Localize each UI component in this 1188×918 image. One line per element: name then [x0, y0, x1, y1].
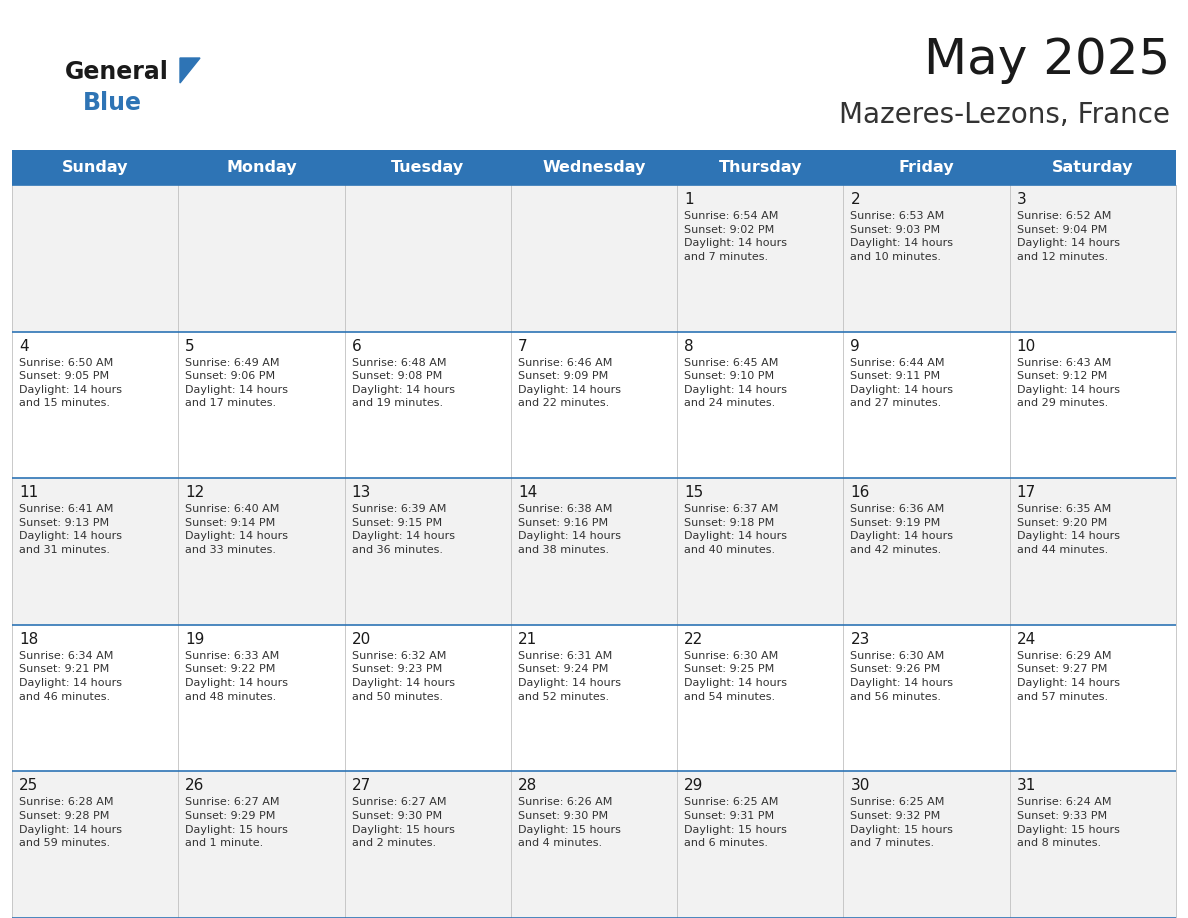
- Text: 23: 23: [851, 632, 870, 647]
- Text: 15: 15: [684, 486, 703, 500]
- Text: 10: 10: [1017, 339, 1036, 353]
- Text: 2: 2: [851, 192, 860, 207]
- Text: 3: 3: [1017, 192, 1026, 207]
- Text: 29: 29: [684, 778, 703, 793]
- Text: Sunrise: 6:45 AM
Sunset: 9:10 PM
Daylight: 14 hours
and 24 minutes.: Sunrise: 6:45 AM Sunset: 9:10 PM Dayligh…: [684, 358, 788, 409]
- Text: 20: 20: [352, 632, 371, 647]
- Text: Sunrise: 6:37 AM
Sunset: 9:18 PM
Daylight: 14 hours
and 40 minutes.: Sunrise: 6:37 AM Sunset: 9:18 PM Dayligh…: [684, 504, 788, 555]
- Text: 7: 7: [518, 339, 527, 353]
- Text: 1: 1: [684, 192, 694, 207]
- Text: Sunrise: 6:50 AM
Sunset: 9:05 PM
Daylight: 14 hours
and 15 minutes.: Sunrise: 6:50 AM Sunset: 9:05 PM Dayligh…: [19, 358, 122, 409]
- Text: May 2025: May 2025: [924, 36, 1170, 84]
- Text: Saturday: Saturday: [1053, 160, 1133, 175]
- Text: 11: 11: [19, 486, 38, 500]
- Text: 16: 16: [851, 486, 870, 500]
- Text: Sunrise: 6:41 AM
Sunset: 9:13 PM
Daylight: 14 hours
and 31 minutes.: Sunrise: 6:41 AM Sunset: 9:13 PM Dayligh…: [19, 504, 122, 555]
- Text: Sunrise: 6:32 AM
Sunset: 9:23 PM
Daylight: 14 hours
and 50 minutes.: Sunrise: 6:32 AM Sunset: 9:23 PM Dayligh…: [352, 651, 455, 701]
- Text: Sunrise: 6:39 AM
Sunset: 9:15 PM
Daylight: 14 hours
and 36 minutes.: Sunrise: 6:39 AM Sunset: 9:15 PM Dayligh…: [352, 504, 455, 555]
- Text: Blue: Blue: [83, 91, 143, 115]
- Bar: [12, 478, 1176, 625]
- Text: Sunrise: 6:27 AM
Sunset: 9:30 PM
Daylight: 15 hours
and 2 minutes.: Sunrise: 6:27 AM Sunset: 9:30 PM Dayligh…: [352, 798, 455, 848]
- Text: Sunday: Sunday: [62, 160, 128, 175]
- Text: Sunrise: 6:46 AM
Sunset: 9:09 PM
Daylight: 14 hours
and 22 minutes.: Sunrise: 6:46 AM Sunset: 9:09 PM Dayligh…: [518, 358, 621, 409]
- Text: Sunrise: 6:26 AM
Sunset: 9:30 PM
Daylight: 15 hours
and 4 minutes.: Sunrise: 6:26 AM Sunset: 9:30 PM Dayligh…: [518, 798, 621, 848]
- Text: Sunrise: 6:24 AM
Sunset: 9:33 PM
Daylight: 15 hours
and 8 minutes.: Sunrise: 6:24 AM Sunset: 9:33 PM Dayligh…: [1017, 798, 1119, 848]
- Text: Sunrise: 6:29 AM
Sunset: 9:27 PM
Daylight: 14 hours
and 57 minutes.: Sunrise: 6:29 AM Sunset: 9:27 PM Dayligh…: [1017, 651, 1120, 701]
- Text: Sunrise: 6:52 AM
Sunset: 9:04 PM
Daylight: 14 hours
and 12 minutes.: Sunrise: 6:52 AM Sunset: 9:04 PM Dayligh…: [1017, 211, 1120, 262]
- Text: 27: 27: [352, 778, 371, 793]
- Bar: [12, 331, 1176, 478]
- Text: Tuesday: Tuesday: [391, 160, 465, 175]
- Text: Sunrise: 6:30 AM
Sunset: 9:26 PM
Daylight: 14 hours
and 56 minutes.: Sunrise: 6:30 AM Sunset: 9:26 PM Dayligh…: [851, 651, 954, 701]
- Text: Sunrise: 6:35 AM
Sunset: 9:20 PM
Daylight: 14 hours
and 44 minutes.: Sunrise: 6:35 AM Sunset: 9:20 PM Dayligh…: [1017, 504, 1120, 555]
- Text: Sunrise: 6:25 AM
Sunset: 9:32 PM
Daylight: 15 hours
and 7 minutes.: Sunrise: 6:25 AM Sunset: 9:32 PM Dayligh…: [851, 798, 953, 848]
- Text: Sunrise: 6:27 AM
Sunset: 9:29 PM
Daylight: 15 hours
and 1 minute.: Sunrise: 6:27 AM Sunset: 9:29 PM Dayligh…: [185, 798, 289, 848]
- Text: Wednesday: Wednesday: [542, 160, 646, 175]
- Bar: [12, 625, 1176, 771]
- Text: 17: 17: [1017, 486, 1036, 500]
- Text: 19: 19: [185, 632, 204, 647]
- Bar: [12, 185, 1176, 331]
- Text: 13: 13: [352, 486, 371, 500]
- Text: Sunrise: 6:34 AM
Sunset: 9:21 PM
Daylight: 14 hours
and 46 minutes.: Sunrise: 6:34 AM Sunset: 9:21 PM Dayligh…: [19, 651, 122, 701]
- Text: 4: 4: [19, 339, 29, 353]
- Text: Sunrise: 6:28 AM
Sunset: 9:28 PM
Daylight: 14 hours
and 59 minutes.: Sunrise: 6:28 AM Sunset: 9:28 PM Dayligh…: [19, 798, 122, 848]
- Text: Sunrise: 6:36 AM
Sunset: 9:19 PM
Daylight: 14 hours
and 42 minutes.: Sunrise: 6:36 AM Sunset: 9:19 PM Dayligh…: [851, 504, 954, 555]
- Text: Sunrise: 6:48 AM
Sunset: 9:08 PM
Daylight: 14 hours
and 19 minutes.: Sunrise: 6:48 AM Sunset: 9:08 PM Dayligh…: [352, 358, 455, 409]
- Text: Sunrise: 6:49 AM
Sunset: 9:06 PM
Daylight: 14 hours
and 17 minutes.: Sunrise: 6:49 AM Sunset: 9:06 PM Dayligh…: [185, 358, 289, 409]
- Text: 6: 6: [352, 339, 361, 353]
- Text: 9: 9: [851, 339, 860, 353]
- Text: 21: 21: [518, 632, 537, 647]
- Text: Sunrise: 6:30 AM
Sunset: 9:25 PM
Daylight: 14 hours
and 54 minutes.: Sunrise: 6:30 AM Sunset: 9:25 PM Dayligh…: [684, 651, 788, 701]
- Bar: [12, 150, 1176, 185]
- Text: Friday: Friday: [899, 160, 954, 175]
- Text: 30: 30: [851, 778, 870, 793]
- Text: 22: 22: [684, 632, 703, 647]
- Text: 24: 24: [1017, 632, 1036, 647]
- Text: 8: 8: [684, 339, 694, 353]
- Text: Monday: Monday: [226, 160, 297, 175]
- Text: Sunrise: 6:31 AM
Sunset: 9:24 PM
Daylight: 14 hours
and 52 minutes.: Sunrise: 6:31 AM Sunset: 9:24 PM Dayligh…: [518, 651, 621, 701]
- Text: Mazeres-Lezons, France: Mazeres-Lezons, France: [839, 101, 1170, 129]
- Text: Sunrise: 6:54 AM
Sunset: 9:02 PM
Daylight: 14 hours
and 7 minutes.: Sunrise: 6:54 AM Sunset: 9:02 PM Dayligh…: [684, 211, 788, 262]
- Text: Sunrise: 6:53 AM
Sunset: 9:03 PM
Daylight: 14 hours
and 10 minutes.: Sunrise: 6:53 AM Sunset: 9:03 PM Dayligh…: [851, 211, 954, 262]
- Text: 31: 31: [1017, 778, 1036, 793]
- Text: 18: 18: [19, 632, 38, 647]
- Text: 14: 14: [518, 486, 537, 500]
- Polygon shape: [181, 58, 200, 83]
- Text: Sunrise: 6:33 AM
Sunset: 9:22 PM
Daylight: 14 hours
and 48 minutes.: Sunrise: 6:33 AM Sunset: 9:22 PM Dayligh…: [185, 651, 289, 701]
- Text: 28: 28: [518, 778, 537, 793]
- Text: General: General: [65, 60, 169, 84]
- Text: Sunrise: 6:25 AM
Sunset: 9:31 PM
Daylight: 15 hours
and 6 minutes.: Sunrise: 6:25 AM Sunset: 9:31 PM Dayligh…: [684, 798, 786, 848]
- Bar: [12, 771, 1176, 918]
- Text: Sunrise: 6:40 AM
Sunset: 9:14 PM
Daylight: 14 hours
and 33 minutes.: Sunrise: 6:40 AM Sunset: 9:14 PM Dayligh…: [185, 504, 289, 555]
- Text: Sunrise: 6:44 AM
Sunset: 9:11 PM
Daylight: 14 hours
and 27 minutes.: Sunrise: 6:44 AM Sunset: 9:11 PM Dayligh…: [851, 358, 954, 409]
- Text: Sunrise: 6:43 AM
Sunset: 9:12 PM
Daylight: 14 hours
and 29 minutes.: Sunrise: 6:43 AM Sunset: 9:12 PM Dayligh…: [1017, 358, 1120, 409]
- Text: Sunrise: 6:38 AM
Sunset: 9:16 PM
Daylight: 14 hours
and 38 minutes.: Sunrise: 6:38 AM Sunset: 9:16 PM Dayligh…: [518, 504, 621, 555]
- Text: Thursday: Thursday: [719, 160, 802, 175]
- Text: 12: 12: [185, 486, 204, 500]
- Text: 25: 25: [19, 778, 38, 793]
- Text: 5: 5: [185, 339, 195, 353]
- Text: 26: 26: [185, 778, 204, 793]
